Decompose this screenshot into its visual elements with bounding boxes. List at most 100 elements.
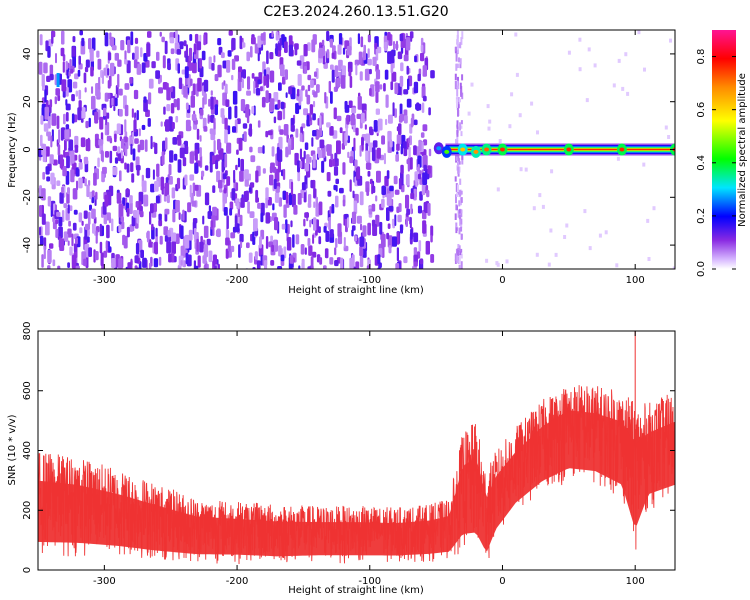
noise-cell bbox=[182, 157, 187, 167]
noise-cell bbox=[395, 263, 400, 269]
noise-cell bbox=[58, 129, 61, 143]
noise-speck bbox=[588, 246, 592, 251]
noise-cell bbox=[88, 38, 92, 50]
noise-cell bbox=[367, 58, 372, 66]
noise-cell bbox=[400, 145, 403, 155]
noise-cell bbox=[104, 32, 109, 47]
spectrogram-x-label: Height of straight line (km) bbox=[288, 285, 424, 296]
noise-cell bbox=[221, 82, 224, 90]
noise-speck bbox=[587, 47, 591, 52]
noise-cell bbox=[336, 77, 341, 88]
noise-band-cell bbox=[459, 42, 462, 49]
noise-cell bbox=[356, 215, 362, 224]
noise-cell bbox=[342, 162, 346, 175]
noise-cell bbox=[296, 88, 300, 97]
noise-cell bbox=[73, 154, 78, 161]
noise-cell bbox=[396, 206, 400, 213]
noise-cell bbox=[68, 220, 71, 227]
noise-speck bbox=[549, 228, 553, 233]
noise-cell bbox=[131, 215, 136, 227]
noise-cell bbox=[47, 116, 51, 129]
noise-speck bbox=[604, 230, 608, 235]
spectrogram-y-label: Frequency (Hz) bbox=[7, 112, 18, 188]
noise-cell bbox=[421, 86, 426, 99]
noise-cell bbox=[383, 153, 386, 165]
noise-cell bbox=[368, 208, 373, 215]
noise-cell bbox=[187, 62, 193, 71]
noise-cell bbox=[160, 176, 165, 191]
noise-band-cell bbox=[456, 126, 459, 133]
noise-cell bbox=[338, 33, 343, 45]
noise-cell bbox=[76, 180, 79, 191]
noise-cell bbox=[423, 139, 428, 146]
noise-cell bbox=[150, 203, 154, 214]
noise-cell bbox=[312, 251, 317, 258]
noise-cell bbox=[64, 139, 67, 151]
noise-cell bbox=[59, 238, 65, 251]
noise-cell bbox=[365, 162, 371, 170]
noise-cell bbox=[203, 34, 206, 46]
noise-band-cell bbox=[459, 190, 462, 197]
noise-cell bbox=[175, 30, 178, 44]
noise-cell bbox=[214, 265, 217, 269]
noise-cell bbox=[273, 178, 277, 190]
noise-cell bbox=[387, 32, 391, 41]
noise-cell bbox=[310, 256, 314, 269]
noise-cell bbox=[72, 36, 76, 43]
noise-cell bbox=[140, 47, 143, 58]
noise-cell bbox=[310, 179, 314, 189]
noise-cell bbox=[251, 37, 256, 45]
noise-cell bbox=[428, 107, 431, 116]
noise-cell bbox=[166, 82, 169, 92]
noise-cell bbox=[67, 240, 70, 246]
noise-cell bbox=[119, 170, 122, 182]
noise-cell bbox=[142, 257, 147, 268]
noise-cell bbox=[310, 79, 314, 88]
noise-cell bbox=[167, 62, 171, 71]
noise-cell bbox=[185, 119, 191, 132]
noise-cell bbox=[385, 118, 388, 126]
noise-cell bbox=[318, 236, 322, 245]
noise-cell bbox=[196, 238, 199, 252]
noise-cell bbox=[351, 211, 357, 224]
noise-cell bbox=[410, 192, 415, 200]
noise-speck bbox=[598, 233, 602, 238]
noise-cell bbox=[124, 83, 130, 90]
noise-cell bbox=[152, 169, 155, 180]
noise-cell bbox=[78, 177, 83, 189]
noise-cell bbox=[166, 194, 170, 204]
noise-cell bbox=[43, 123, 49, 132]
noise-cell bbox=[271, 244, 274, 252]
noise-cell bbox=[407, 157, 410, 172]
noise-cell bbox=[78, 212, 83, 223]
noise-band-cell bbox=[456, 80, 459, 87]
noise-cell bbox=[158, 87, 163, 94]
noise-cell bbox=[107, 92, 111, 99]
noise-speck bbox=[578, 37, 582, 42]
noise-cell bbox=[69, 246, 73, 256]
noise-band-cell bbox=[460, 37, 463, 45]
noise-cell bbox=[318, 149, 323, 159]
noise-cell bbox=[39, 34, 43, 46]
noise-cell bbox=[50, 135, 53, 148]
noise-cell bbox=[81, 220, 84, 226]
noise-cell bbox=[241, 79, 244, 89]
noise-cell bbox=[323, 265, 327, 269]
noise-cell bbox=[406, 208, 410, 216]
noise-cell bbox=[83, 210, 88, 219]
noise-cell bbox=[61, 210, 65, 223]
noise-cell bbox=[285, 191, 289, 204]
noise-cell bbox=[194, 265, 199, 269]
noise-cell bbox=[298, 96, 302, 106]
noise-cell bbox=[279, 129, 284, 135]
noise-cell bbox=[127, 39, 131, 54]
noise-cell bbox=[116, 123, 121, 135]
noise-cell bbox=[173, 153, 178, 161]
noise-cell bbox=[306, 154, 310, 165]
noise-cell bbox=[344, 104, 350, 113]
noise-cell bbox=[383, 83, 386, 92]
noise-cell bbox=[206, 238, 211, 246]
noise-cell bbox=[408, 137, 411, 144]
noise-cell bbox=[394, 108, 397, 118]
noise-cell bbox=[118, 258, 123, 269]
